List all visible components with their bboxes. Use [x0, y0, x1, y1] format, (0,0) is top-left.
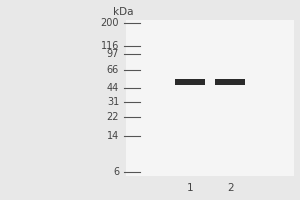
Bar: [215, 79, 245, 85]
Text: kDa: kDa: [113, 7, 133, 17]
Text: 6: 6: [113, 167, 119, 177]
Text: 200: 200: [100, 18, 119, 28]
Text: 116: 116: [101, 41, 119, 51]
Text: 44: 44: [107, 83, 119, 93]
Text: 66: 66: [107, 65, 119, 75]
Text: 97: 97: [107, 49, 119, 59]
Text: 2: 2: [227, 183, 233, 193]
Text: 22: 22: [106, 112, 119, 122]
Text: 1: 1: [187, 183, 193, 193]
Text: 14: 14: [107, 131, 119, 141]
Bar: [126, 20, 294, 176]
Text: 31: 31: [107, 97, 119, 107]
Bar: [175, 79, 205, 85]
